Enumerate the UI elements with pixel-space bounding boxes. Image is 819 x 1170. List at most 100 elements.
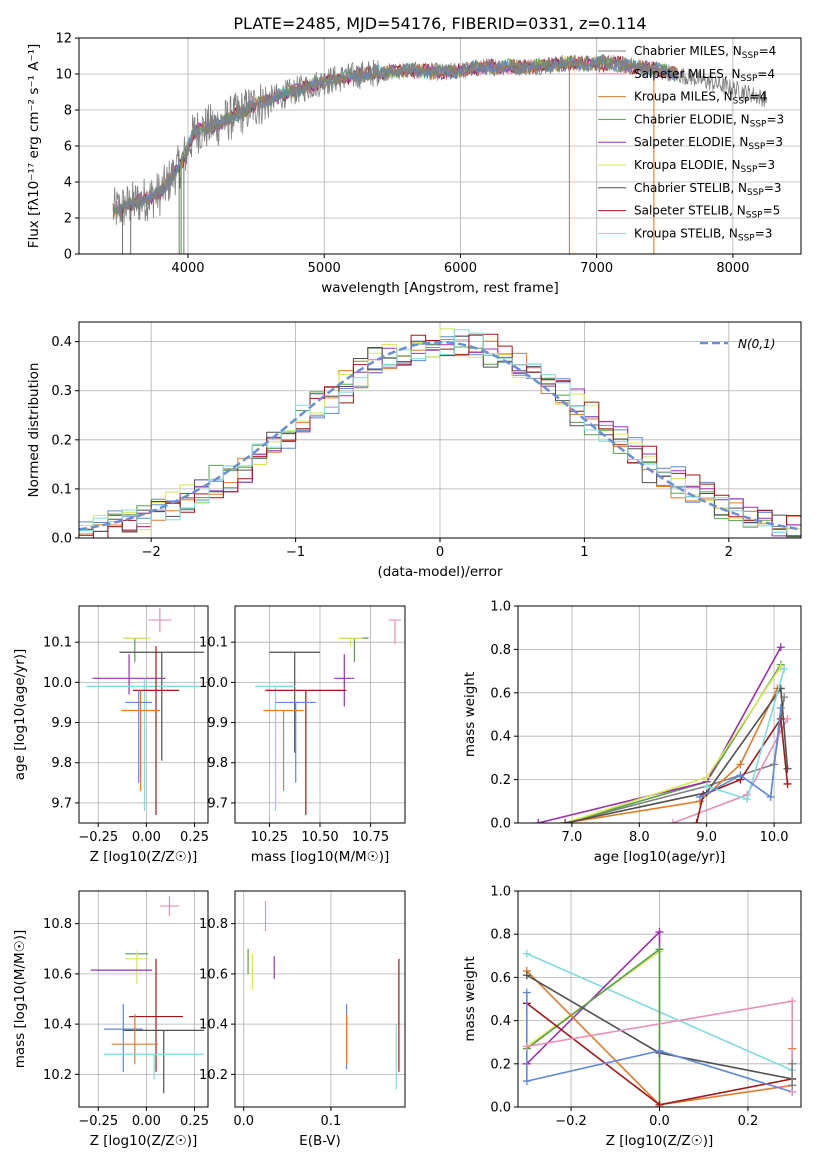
- legend-label: Chabrier MILES, NSSP=4: [634, 44, 776, 61]
- tick-label-y: 10.4: [43, 1018, 72, 1033]
- tick-label-x: 0.0: [649, 1114, 670, 1129]
- legend-label: Salpeter ELODIE, NSSP=3: [634, 135, 783, 152]
- weight-line-blue: [699, 707, 782, 799]
- weight-marker-gray: [788, 1059, 797, 1068]
- weight-marker-yellow: [702, 773, 711, 782]
- tick-label-x: 0.1: [321, 1114, 342, 1129]
- tick-label-x: 10.0: [760, 830, 789, 845]
- weight-marker-darkgray: [561, 819, 570, 823]
- x-axis-label: age [log10(age/yr)]: [594, 849, 726, 865]
- tick-label-y: 10.4: [199, 1018, 228, 1033]
- tick-label-x: −0.25: [78, 830, 118, 845]
- chart-spectrum: 4000 5000 6000 7000 8000 0 2 4 6 8 10 12 wavelength …: [26, 32, 802, 296]
- chart-weight-vs-age: 7.0 8.0 9.0 10.0 0.0 0.2 0.4 0.6 0.8 1.0 age [log1…: [462, 600, 802, 865]
- tick-label-y: 0.6: [490, 686, 511, 701]
- weight-marker-darkred: [692, 819, 701, 823]
- chart-weight-vs-z: −0.2 0.0 0.2 0.0 0.2 0.4 0.6 0.8 1.0 Z [log10(Z/Z…: [462, 885, 802, 1149]
- weight-marker-cyan: [780, 664, 789, 673]
- tick-label-y: 0.4: [51, 335, 72, 350]
- tick-label-y: 0.8: [490, 643, 511, 658]
- chart-mass-vs-ebv: 0.0 0.1 10.2 10.4 10.6 10.8 E(B-V): [199, 890, 406, 1149]
- legend-label: Chabrier STELIB, NSSP=3: [634, 181, 782, 198]
- tick-label-x: 8000: [716, 261, 749, 276]
- observed-spectrum: [112, 54, 768, 226]
- plot-area: [79, 328, 801, 538]
- x-axis-label: Z [log10(Z/Z☉)]: [90, 849, 198, 865]
- tick-label-x: 10.25: [251, 830, 288, 845]
- y-axis-label: mass weight: [462, 956, 478, 1041]
- tick-label-y: 0: [64, 248, 72, 263]
- axes-frame: [78, 37, 802, 255]
- legend-label: Kroupa ELODIE, NSSP=3: [634, 158, 775, 175]
- tick-label-y: 10.1: [43, 636, 72, 651]
- legend: Chabrier MILES, NSSP=4 Salpeter MILES, NS…: [598, 44, 784, 243]
- legend-label: Kroupa STELIB, NSSP=3: [634, 226, 772, 243]
- tick-label-y: 10.8: [199, 917, 228, 932]
- weight-marker-orange: [736, 760, 745, 769]
- tick-label-y: 10.6: [199, 967, 228, 982]
- tick-label-x: 0.25: [180, 1114, 209, 1129]
- tick-label-x: 6000: [444, 261, 477, 276]
- weight-marker-pink: [668, 819, 677, 823]
- tick-label-y: 9.8: [51, 756, 72, 771]
- legend-label: Salpeter STELIB, NSSP=5: [634, 204, 780, 221]
- tick-label-y: 0.2: [490, 773, 511, 788]
- y-axis-label: mass weight: [462, 672, 478, 757]
- plot-area: [255, 619, 401, 815]
- weight-line-orange: [565, 688, 779, 823]
- tick-label-y: 9.9: [207, 716, 228, 731]
- tick-label-y: 10: [55, 68, 72, 83]
- tick-label-y: 2: [64, 212, 72, 227]
- weight-marker-pink: [522, 1042, 531, 1051]
- tick-label-x: 8.0: [629, 830, 650, 845]
- y-axis-label: Normed distribution: [26, 363, 42, 498]
- weight-marker-blue: [522, 988, 531, 997]
- weight-marker-gray: [788, 1081, 797, 1090]
- x-axis-label: E(B-V): [299, 1133, 341, 1149]
- x-axis-label: Z [log10(Z/Z☉)]: [606, 1133, 714, 1149]
- tick-label-y: 0.0: [51, 532, 72, 547]
- plot-area: [86, 608, 205, 815]
- plots: 4000 5000 6000 7000 8000024681012wavelength …: [12, 32, 802, 1149]
- tick-label-y: 10.2: [43, 1068, 72, 1083]
- tick-label-y: 0.3: [51, 384, 72, 399]
- legend-label: Salpeter MILES, NSSP=4: [634, 67, 775, 84]
- tick-label-x: 0.2: [738, 1114, 759, 1129]
- y-axis-label: Flux [fλ10⁻¹⁷ erg cm⁻² s⁻¹ A⁻¹]: [26, 44, 42, 249]
- axes-frame: [78, 321, 802, 539]
- tick-label-x: −2: [142, 545, 161, 560]
- tick-label-y: 1.0: [490, 885, 511, 900]
- axes-frame: [517, 890, 802, 1108]
- tick-label-x: 0.0: [233, 1114, 254, 1129]
- tick-label-y: 0.4: [490, 730, 511, 745]
- legend-label: N(0,1): [738, 337, 775, 351]
- histogram-cyan: [79, 329, 801, 533]
- tick-label-x: 7.0: [562, 830, 583, 845]
- weight-marker-blue: [655, 1046, 664, 1055]
- tick-label-y: 10.0: [43, 676, 72, 691]
- axes-frame: [234, 605, 406, 824]
- figure-title: PLATE=2485, MJD=54176, FIBERID=0331, z=0…: [233, 14, 646, 33]
- weight-marker-darkred: [776, 714, 785, 723]
- tick-label-y: 10.6: [43, 967, 72, 982]
- normal-curve: [79, 340, 801, 531]
- tick-label-y: 0.1: [51, 482, 72, 497]
- x-axis-label: Z [log10(Z/Z☉)]: [90, 1133, 198, 1149]
- tick-label-x: −0.2: [555, 1114, 587, 1129]
- chart-mass-vs-z: −0.25 0.00 0.25 10.2 10.4 10.6 10.8 Z [log10(Z/…: [12, 890, 209, 1149]
- weight-marker-green: [655, 945, 664, 954]
- weight-marker-blue: [766, 792, 775, 801]
- tick-label-y: 10.2: [199, 1068, 228, 1083]
- tick-label-y: 12: [55, 32, 72, 47]
- axes-frame: [517, 605, 802, 824]
- weight-marker-cyan: [522, 949, 531, 958]
- tick-label-y: 9.7: [51, 796, 72, 811]
- tick-label-y: 0.2: [51, 433, 72, 448]
- tick-label-y: 0.8: [490, 928, 511, 943]
- tick-label-y: 1.0: [490, 600, 511, 615]
- tick-label-y: 9.7: [207, 796, 228, 811]
- axes-frame: [234, 890, 406, 1108]
- y-axis-label: age [log10(age/yr)]: [12, 649, 28, 781]
- weight-marker-purple: [534, 819, 543, 823]
